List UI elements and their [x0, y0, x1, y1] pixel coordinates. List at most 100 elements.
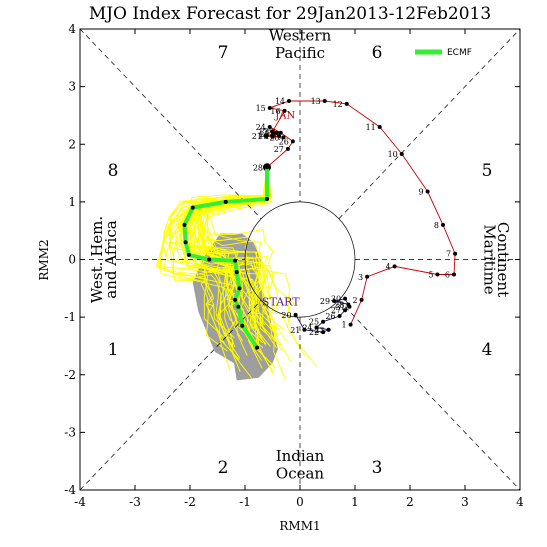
observed-day-label: 27 — [274, 145, 284, 154]
observed-point — [271, 131, 276, 136]
ensemble-member-line — [182, 167, 268, 349]
observed-prev-point — [321, 330, 326, 335]
chart-title: MJO Index Forecast for 29Jan2013-12Feb20… — [89, 4, 491, 24]
observed-prev-day-label: 25 — [309, 318, 319, 327]
observed-day-label: 21 — [252, 132, 262, 141]
observed-point — [322, 99, 327, 104]
observed-day-label: 4 — [386, 262, 391, 271]
observed-day-label: 28 — [253, 163, 263, 172]
ensemble-member-line — [202, 167, 278, 330]
phase-label: 8 — [108, 161, 119, 181]
observed-day-label: 25 — [267, 129, 277, 138]
observed-day-label: 9 — [419, 188, 424, 197]
legend: ECMF — [415, 48, 472, 58]
observed-point — [441, 222, 445, 227]
x-tick-label: 1 — [351, 495, 359, 509]
observed-day-label: 5 — [428, 270, 433, 279]
observed-prev-day-label: 20 — [281, 311, 291, 320]
x-axis-label: RMM1 — [279, 519, 320, 533]
observed-point — [399, 152, 404, 157]
observed-day-label: 10 — [388, 150, 398, 159]
phase-label: 6 — [372, 43, 383, 63]
phase-guide-line — [338, 28, 521, 219]
region-label-right: Continent — [494, 222, 512, 297]
observed-day-label: 6 — [445, 270, 450, 279]
y-tick-label: -3 — [64, 425, 76, 439]
y-tick-label: -1 — [64, 310, 76, 324]
x-tick-label: -4 — [74, 495, 86, 509]
forecast-point — [190, 205, 195, 210]
forecast-point — [240, 323, 245, 328]
x-tick-label: 4 — [516, 495, 524, 509]
observed-point — [274, 130, 279, 135]
y-axis-label: RMM2 — [37, 239, 51, 280]
observed-day-label: 3 — [358, 273, 363, 282]
observed-prev-point — [321, 319, 326, 324]
observed-day-label: 11 — [366, 123, 376, 132]
forecast-point — [207, 257, 212, 262]
forecast-point — [183, 240, 188, 245]
observed-prev-day-label: 23 — [314, 326, 324, 335]
observed-prev-point — [343, 308, 348, 313]
observed-prev-day-label: 31 — [335, 303, 345, 312]
ensemble-member-line — [184, 167, 268, 345]
region-label-right: Maritime — [480, 224, 498, 294]
observed-day-label: 12 — [333, 100, 343, 109]
observed-point — [278, 130, 283, 135]
y-tick-label: 2 — [68, 137, 76, 151]
observed-prev-day-label: 27 — [331, 306, 341, 315]
x-tick-label: -1 — [239, 495, 251, 509]
observed-point — [285, 146, 290, 151]
phase-label: 2 — [218, 458, 229, 478]
forecast-point — [255, 345, 260, 350]
observed-point — [287, 99, 291, 104]
forecast-point — [223, 199, 228, 204]
observed-prev-point — [347, 304, 352, 309]
observed-prev-day-label: 26 — [325, 312, 335, 321]
y-tick-label: 3 — [68, 80, 76, 94]
observed-day-label: 23 — [263, 129, 273, 138]
observed-point — [277, 134, 282, 139]
x-tick-label: 0 — [296, 495, 304, 509]
observed-prev-day-label: 21 — [290, 326, 300, 335]
month-label: JAN — [274, 110, 295, 121]
observed-point — [452, 272, 456, 277]
observed-point — [263, 134, 268, 139]
phase-label: 5 — [482, 161, 493, 181]
observed-prev-point — [332, 298, 337, 303]
phase-guide-line — [338, 300, 521, 491]
region-label-bottom: Indian — [276, 447, 325, 465]
observed-point — [359, 297, 364, 302]
phase-guide-line — [79, 300, 262, 491]
forecast-point — [236, 304, 241, 309]
observed-point — [290, 139, 295, 144]
phase-label: 3 — [372, 458, 383, 478]
x-tick-label: -2 — [184, 495, 196, 509]
y-tick-label: -4 — [64, 483, 76, 497]
region-label-top: Pacific — [275, 44, 325, 62]
forecast-point — [182, 222, 187, 227]
x-axis-ticks: -4 -3 -2 -1 0 1 2 3 4 — [74, 29, 524, 509]
observed-prev-point — [343, 296, 348, 301]
observed-day-label: 16 — [270, 107, 280, 116]
observed-prev-point — [337, 313, 342, 318]
forecast-point — [237, 286, 242, 291]
forecast-point — [234, 270, 239, 275]
observed-prev-point — [326, 327, 331, 332]
phase-guide-line — [79, 28, 262, 219]
observed-prev-day-label: 28 — [334, 300, 344, 309]
observed-point — [365, 274, 370, 279]
ensemble-member-line — [190, 167, 274, 375]
observed-point — [348, 322, 353, 327]
x-tick-label: 2 — [406, 495, 414, 509]
ensemble-member-line — [202, 167, 286, 380]
phase-labels: 12 3 4 5 6 7 8 — [108, 43, 493, 478]
forecast-track — [182, 165, 269, 350]
observed-day-label: 20 — [269, 133, 279, 142]
observed-day-label: 7 — [446, 250, 451, 259]
